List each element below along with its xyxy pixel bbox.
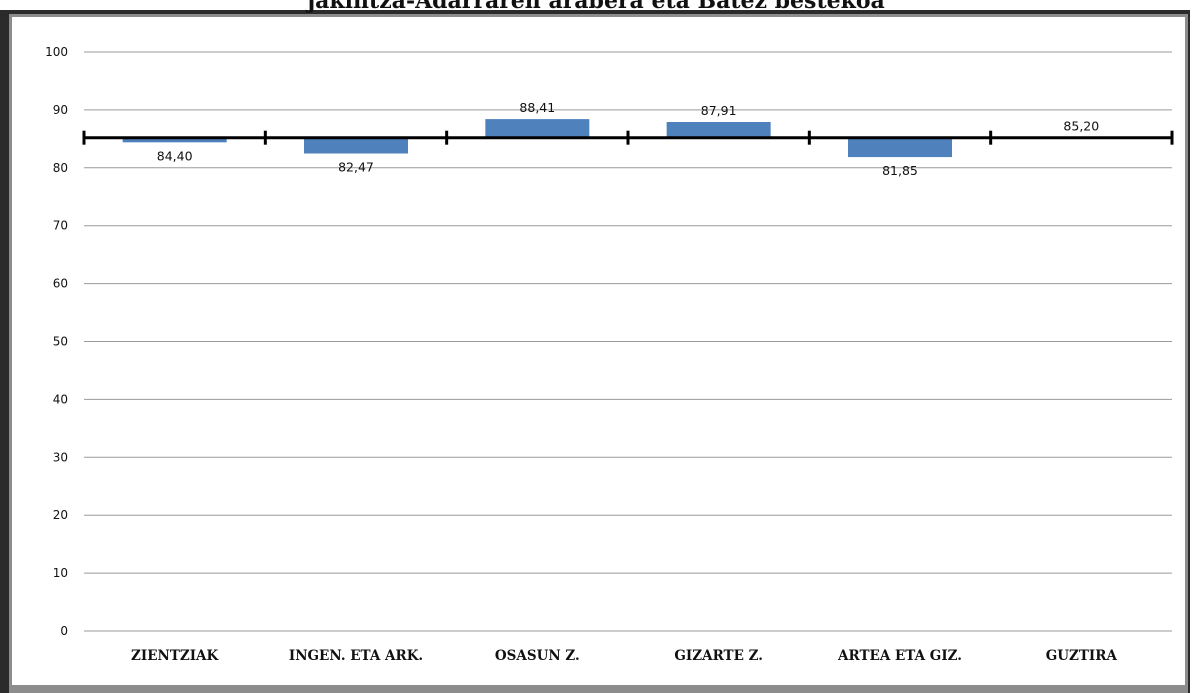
data-label: 81,85: [882, 163, 918, 178]
data-label: 88,41: [519, 100, 555, 115]
bar: [122, 137, 227, 143]
y-tick-label: 0: [60, 624, 68, 638]
y-tick-label: 90: [53, 103, 68, 117]
category-label: ZIENTZIAK: [131, 648, 219, 664]
category-label: GIZARTE Z.: [674, 648, 763, 664]
category-label: OSASUN Z.: [495, 648, 580, 664]
bar: [304, 137, 408, 154]
chart-outer-border: [0, 10, 1190, 693]
data-label: 87,91: [701, 103, 737, 118]
y-tick-label: 10: [53, 566, 68, 580]
category-label: INGEN. ETA ARK.: [289, 648, 423, 664]
chart-inner-border: [9, 14, 1188, 693]
y-tick-label: 40: [53, 392, 68, 406]
y-tick-label: 70: [53, 219, 68, 233]
chart-title: jakintza-Adarraren arabera eta Batez bes…: [307, 0, 885, 14]
data-label: 84,40: [157, 148, 193, 163]
bar: [485, 119, 590, 138]
y-tick-label: 60: [53, 277, 68, 291]
data-label: 85,20: [1063, 119, 1099, 134]
bar: [666, 122, 771, 138]
y-tick-label: 30: [53, 450, 68, 464]
y-tick-label: 80: [53, 161, 68, 175]
y-tick-label: 20: [53, 508, 68, 522]
y-tick-label: 100: [45, 45, 68, 59]
data-label: 82,47: [338, 159, 374, 174]
category-label: GUZTIRA: [1046, 648, 1118, 664]
y-tick-label: 50: [53, 335, 68, 349]
category-label: ARTEA ETA GIZ.: [837, 648, 962, 664]
bar: [848, 137, 952, 158]
